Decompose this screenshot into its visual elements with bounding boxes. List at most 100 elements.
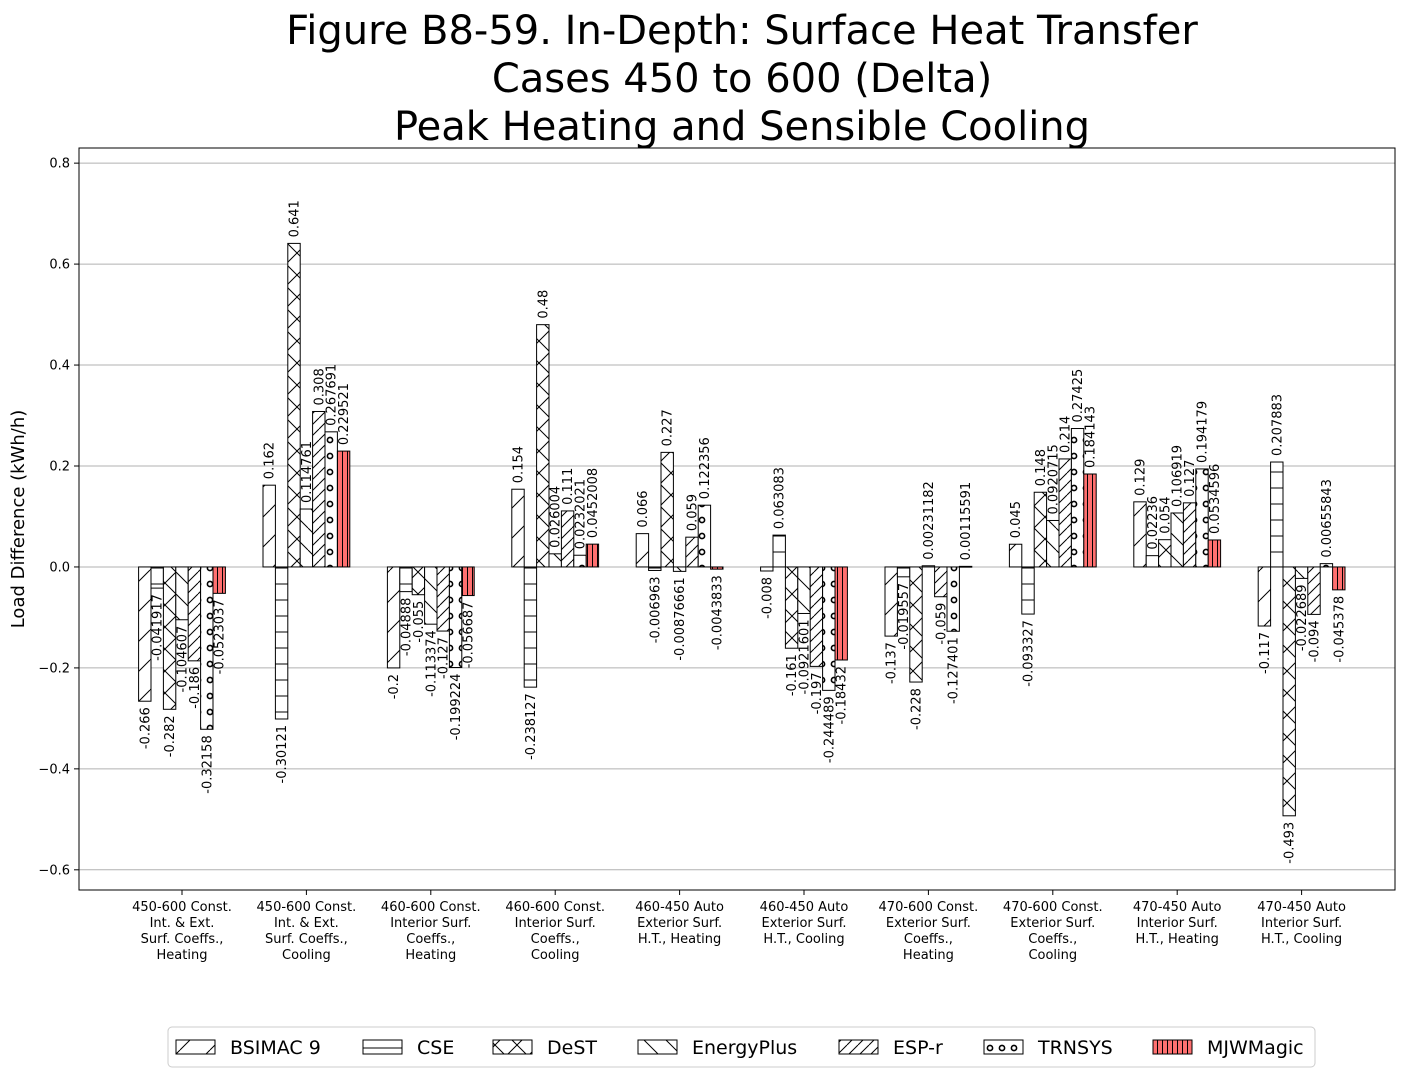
legend-entry: CSE <box>362 1037 454 1059</box>
bar-pattern <box>1332 566 1346 591</box>
data-label: -0.2 <box>387 674 402 699</box>
x-tick-label: 450-600 Const. <box>132 900 232 915</box>
bar-pattern <box>511 488 525 568</box>
data-label: 0.00655843 <box>1320 479 1335 558</box>
data-label: 0.106919 <box>1171 445 1186 507</box>
data-label: 0.02236 <box>1146 496 1161 550</box>
data-label: 0.27425 <box>1071 369 1086 423</box>
data-label: -0.282 <box>163 715 178 757</box>
data-label: -0.197 <box>810 672 825 714</box>
data-label: 0.00115591 <box>959 482 974 561</box>
title-line-1: Figure B8-59. In-Depth: Surface Heat Tra… <box>286 8 1198 54</box>
data-label: 0.066 <box>636 490 651 527</box>
bar-pattern <box>958 565 973 568</box>
data-label: 0.214 <box>1059 416 1074 453</box>
bar-pattern <box>1083 473 1097 568</box>
data-label: -0.0043833 <box>710 575 725 650</box>
data-label: 0.162 <box>263 442 278 479</box>
data-label: -0.093327 <box>1022 620 1037 687</box>
data-label: 0.227 <box>661 409 676 446</box>
x-tick-label: Interior Surf. <box>1261 916 1342 931</box>
x-tick-label: H.T., Cooling <box>763 932 844 947</box>
bar-pattern <box>822 566 836 691</box>
bar-pattern <box>1307 566 1321 615</box>
data-label: -0.113374 <box>424 630 439 697</box>
y-axis-label: Load Difference (kWh/h) <box>8 410 29 629</box>
data-label: -0.094 <box>1308 620 1323 662</box>
bar-pattern <box>1270 461 1284 568</box>
data-label: 0.0920715 <box>1046 444 1061 514</box>
data-label: -0.493 <box>1283 822 1298 864</box>
legend-entry: ESP-r <box>838 1037 943 1059</box>
x-tick-label: 470-450 Auto <box>1133 900 1222 915</box>
bar-pattern <box>1282 566 1296 817</box>
bar-pattern <box>672 566 687 572</box>
x-tick-label: Surf. Coeffs., <box>141 932 224 947</box>
bar-pattern <box>274 566 289 720</box>
axes: −0.6 −0.4 −0.2 0.0 0.2 0.4 0.6 0.8 Load Differen… <box>8 157 1346 963</box>
data-label: -0.244489 <box>822 696 837 763</box>
data-label: 0.114761 <box>300 441 315 503</box>
bar-pattern <box>200 566 214 730</box>
x-tick-label: 460-450 Auto <box>760 900 849 915</box>
data-label: 0.207883 <box>1270 394 1285 456</box>
data-label: -0.18432 <box>835 666 850 724</box>
legend-swatch-pattern <box>838 1039 879 1055</box>
bar-pattern <box>1182 502 1197 568</box>
x-tick-label: Coeffs., <box>531 932 580 947</box>
data-label: 0.054 <box>1158 496 1173 533</box>
data-label: -0.238127 <box>524 693 539 760</box>
bar-pattern <box>1145 555 1160 568</box>
bar-pattern <box>287 242 301 568</box>
x-tick-label: 470-600 Const. <box>879 900 979 915</box>
bar-pattern <box>436 566 450 632</box>
data-label: -0.137 <box>885 642 900 684</box>
data-label: -0.04888 <box>400 598 415 656</box>
data-label: -0.161 <box>785 654 800 696</box>
x-tick-label: Heating <box>157 948 208 963</box>
data-label: -0.022689 <box>1295 584 1310 651</box>
data-label: -0.117 <box>1258 632 1273 674</box>
bars <box>138 242 1346 817</box>
x-tick-label: Exterior Surf. <box>762 916 847 931</box>
data-label: 0.148 <box>1034 449 1049 486</box>
bar-pattern <box>399 566 413 593</box>
data-label: 0.127 <box>1183 460 1198 497</box>
data-label: -0.228 <box>910 688 925 730</box>
bar-pattern <box>760 566 774 572</box>
bar-pattern <box>772 534 786 568</box>
data-label: 0.641 <box>288 200 303 237</box>
data-label: -0.055 <box>412 601 427 643</box>
bar-pattern <box>573 554 587 568</box>
title-line-2: Cases 450 to 600 (Delta) <box>492 56 992 102</box>
legend-entry: DeST <box>492 1037 597 1059</box>
x-tick-label: 450-600 Const. <box>257 900 357 915</box>
x-tick-label: Cooling <box>531 948 580 963</box>
data-label: 0.194179 <box>1196 401 1211 463</box>
bar-pattern <box>1195 468 1209 568</box>
data-label: 0.184143 <box>1084 406 1099 468</box>
data-label: -0.056687 <box>462 602 477 669</box>
legend-label: TRNSYS <box>1037 1037 1113 1059</box>
bar-pattern <box>1033 491 1048 568</box>
legend-label: MJWMagic <box>1207 1037 1304 1059</box>
bar-pattern <box>896 566 911 578</box>
data-label: -0.0523037 <box>213 599 228 674</box>
legend-label: ESP-r <box>893 1037 943 1059</box>
y-tick-label: 0.8 <box>49 157 70 172</box>
data-label: -0.104607 <box>176 626 191 693</box>
bar-pattern <box>834 566 848 661</box>
bar-pattern <box>946 566 960 632</box>
legend-swatch-pattern <box>1152 1039 1193 1055</box>
y-tick-label: 0.0 <box>49 560 70 575</box>
bar-pattern <box>386 566 401 669</box>
bar-pattern <box>324 431 338 568</box>
bar-pattern <box>1319 563 1334 568</box>
x-tick-label: H.T., Cooling <box>1261 932 1342 947</box>
x-tick-label: Interior Surf. <box>1137 916 1218 931</box>
bar-pattern <box>1257 566 1272 627</box>
data-label: -0.006963 <box>648 576 663 643</box>
x-tick-label: Coeffs., <box>904 932 953 947</box>
bar-pattern <box>1133 501 1147 568</box>
